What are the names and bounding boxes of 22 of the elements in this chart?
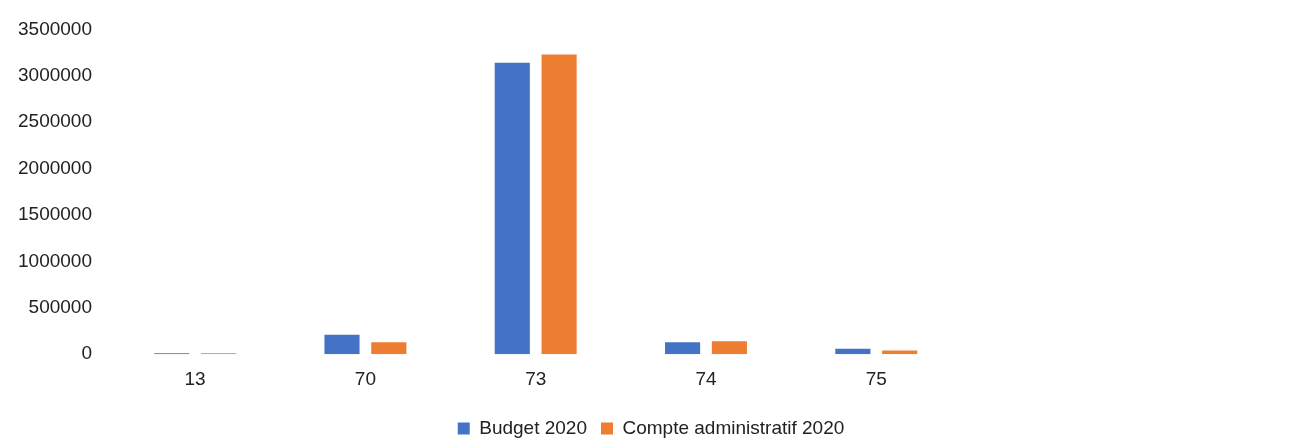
x-tick-label: 70 [354,367,376,389]
y-tick-label: 2000000 [18,156,92,178]
bar [324,334,360,355]
y-tick-label: 500000 [28,296,92,318]
bar [665,342,701,355]
bar [711,341,747,355]
y-tick-label: 2500000 [18,110,92,132]
y-tick-label: 1500000 [18,203,92,225]
legend-label: Budget 2020 [479,416,587,438]
x-tick-label: 74 [695,367,717,389]
y-tick-label: 0 [81,342,92,364]
y-tick-label: 3000000 [18,64,92,86]
bar [494,62,530,355]
y-tick-label: 1000000 [18,249,92,271]
x-tick-label: 13 [184,367,206,389]
x-tick-label: 75 [865,367,887,389]
bar [371,342,407,355]
x-tick-label: 73 [525,367,547,389]
y-tick-label: 3500000 [18,17,92,39]
legend-label: Compte administratif 2020 [622,416,845,438]
bar [882,350,918,355]
bar [541,54,577,355]
